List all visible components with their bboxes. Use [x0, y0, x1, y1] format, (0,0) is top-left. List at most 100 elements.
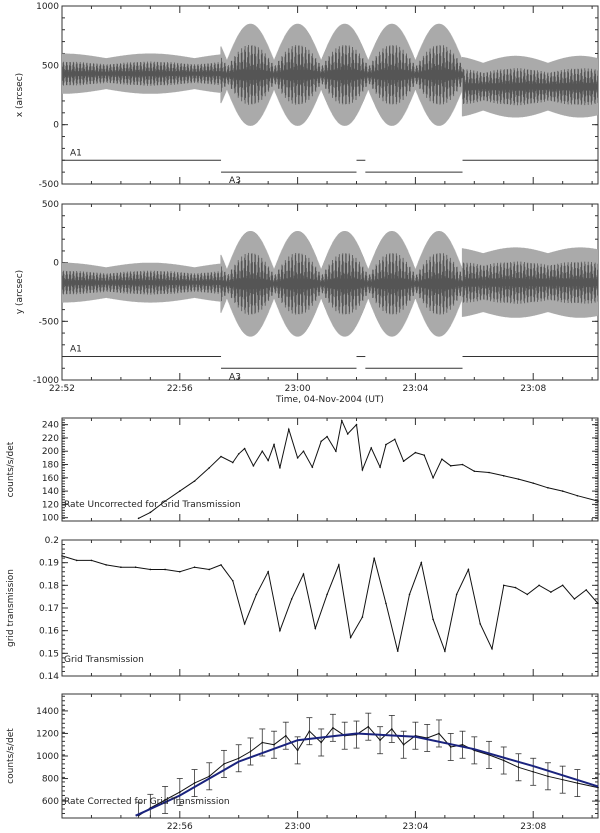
panel-annotation: Rate Uncorrected for Grid Transmission — [64, 500, 241, 510]
data-point — [576, 782, 579, 784]
data-point — [517, 766, 520, 769]
data-point — [538, 584, 540, 587]
data-point — [332, 727, 334, 729]
y-tick-label: 0.15 — [39, 649, 59, 659]
data-point — [290, 598, 293, 600]
y-tick-label: 0.19 — [39, 559, 59, 569]
panel-annotation: Grid Transmission — [64, 655, 144, 665]
data-point — [532, 770, 535, 773]
data-point — [243, 447, 246, 450]
y-tick-label: 0 — [53, 121, 59, 131]
x-tick-label: 23:04 — [402, 384, 428, 394]
x-tick-label: 23:04 — [402, 822, 428, 832]
data-point — [340, 419, 343, 422]
data-point — [420, 561, 423, 564]
data-point — [526, 593, 529, 596]
data-point — [179, 791, 181, 793]
data-point — [320, 741, 322, 744]
data-point — [349, 636, 352, 639]
y-tick-label: 1200 — [36, 729, 59, 739]
y-tick-label: 1000 — [36, 2, 59, 12]
data-point — [261, 450, 264, 453]
data-point — [285, 734, 287, 737]
data-point — [326, 593, 328, 596]
data-point — [273, 443, 275, 446]
data-point — [287, 428, 290, 431]
y-tick-label: -1000 — [33, 376, 59, 386]
data-point — [90, 559, 93, 562]
data-line — [61, 555, 599, 653]
y-tick-label: -500 — [39, 180, 60, 190]
data-point — [367, 725, 370, 728]
data-line — [138, 726, 599, 817]
data-point — [179, 490, 181, 492]
x-tick-label: 23:00 — [285, 822, 311, 832]
data-point — [573, 598, 576, 600]
data-point — [502, 584, 505, 587]
data-point — [237, 453, 240, 455]
data-point — [220, 455, 222, 458]
data-point — [432, 618, 434, 621]
data-point — [438, 732, 440, 735]
panel-grid_transmission: 0.14 0.15 0.16 0.17 0.18 0.19 0.2 grid transmis… — [6, 536, 599, 682]
data-point — [449, 465, 452, 467]
data-point — [249, 750, 252, 753]
data-point — [149, 511, 152, 514]
data-point — [243, 623, 246, 625]
data-point — [576, 494, 579, 497]
data-point — [396, 650, 399, 652]
data-point — [561, 778, 564, 781]
y-tick-label: 240 — [42, 421, 59, 431]
attenuator-label-a1: A1 — [70, 345, 82, 355]
data-point — [208, 467, 211, 469]
data-point — [402, 460, 405, 462]
panel-x: -500 0 500 1000 x (arcsec) A1 A3 — [15, 2, 599, 190]
data-point — [532, 482, 535, 484]
data-line — [138, 419, 599, 519]
y-tick-label: 600 — [42, 797, 59, 807]
data-point — [502, 759, 505, 762]
data-point — [208, 775, 211, 778]
data-point — [232, 580, 234, 582]
data-point — [338, 564, 340, 566]
data-point — [561, 584, 564, 587]
data-point — [220, 564, 222, 566]
y-tick-label: 1400 — [36, 707, 59, 717]
data-point — [391, 728, 393, 730]
position-oscillation — [62, 252, 598, 315]
data-point — [423, 454, 426, 457]
y-tick-label: 0.18 — [39, 581, 59, 591]
y-tick-label: 0 — [53, 259, 59, 269]
data-point — [346, 433, 349, 435]
attenuator-label-a1: A1 — [70, 148, 82, 158]
data-point — [326, 435, 328, 438]
y-tick-label: 0.17 — [39, 604, 59, 614]
data-point — [488, 471, 490, 474]
data-point — [514, 586, 517, 589]
data-point — [267, 570, 269, 573]
data-point — [252, 465, 255, 467]
data-point — [75, 559, 78, 562]
data-point — [164, 799, 166, 801]
data-point — [473, 470, 476, 472]
data-point — [232, 461, 234, 464]
y-tick-label: 120 — [42, 500, 59, 510]
position-oscillation — [62, 45, 598, 106]
data-point — [441, 458, 443, 461]
data-point — [449, 746, 452, 748]
x-axis-label: Time, 04-Nov-2004 (UT) — [275, 395, 384, 405]
data-point — [320, 440, 322, 443]
y-tick-label: 500 — [42, 200, 59, 210]
data-point — [164, 568, 166, 571]
data-point — [105, 564, 107, 566]
data-point — [267, 459, 269, 462]
data-point — [393, 438, 396, 441]
data-point — [308, 730, 311, 732]
data-point — [461, 743, 464, 746]
data-point — [461, 463, 464, 466]
data-point — [355, 423, 358, 426]
data-point — [279, 629, 281, 632]
data-point — [61, 555, 63, 557]
data-point — [261, 741, 264, 744]
